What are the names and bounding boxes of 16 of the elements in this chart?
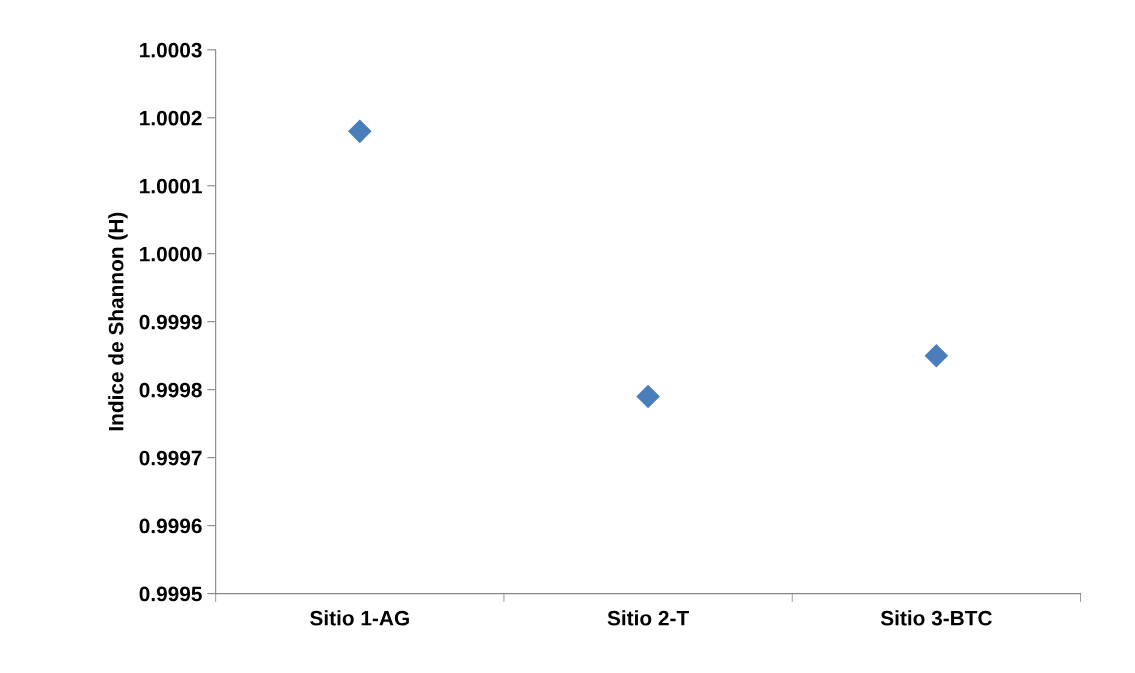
x-tick-label: Sitio 3-BTC [880,610,992,626]
y-tick-label: 0.9997 [139,450,202,466]
point [636,384,660,408]
y-tick-label: 0.9995 [139,586,202,602]
y-axis-title: Indice de Shannon (H) [108,212,128,431]
x-tick-label: Sitio 1-AG [310,610,409,626]
y-tick-label: 1.0002 [140,110,202,126]
y-tick-label: 0.9999 [139,314,202,330]
y-tick-label: 1.0000 [140,246,202,262]
point [348,119,372,143]
y-tick-label: 1.0001 [140,178,202,194]
y-tick-label: 0.9998 [139,382,202,398]
y-tick-label: 0.9996 [139,518,202,534]
y-tick-label: 1.0003 [140,42,202,58]
point [924,344,948,368]
x-tick-label: Sitio 2-T [607,610,689,626]
